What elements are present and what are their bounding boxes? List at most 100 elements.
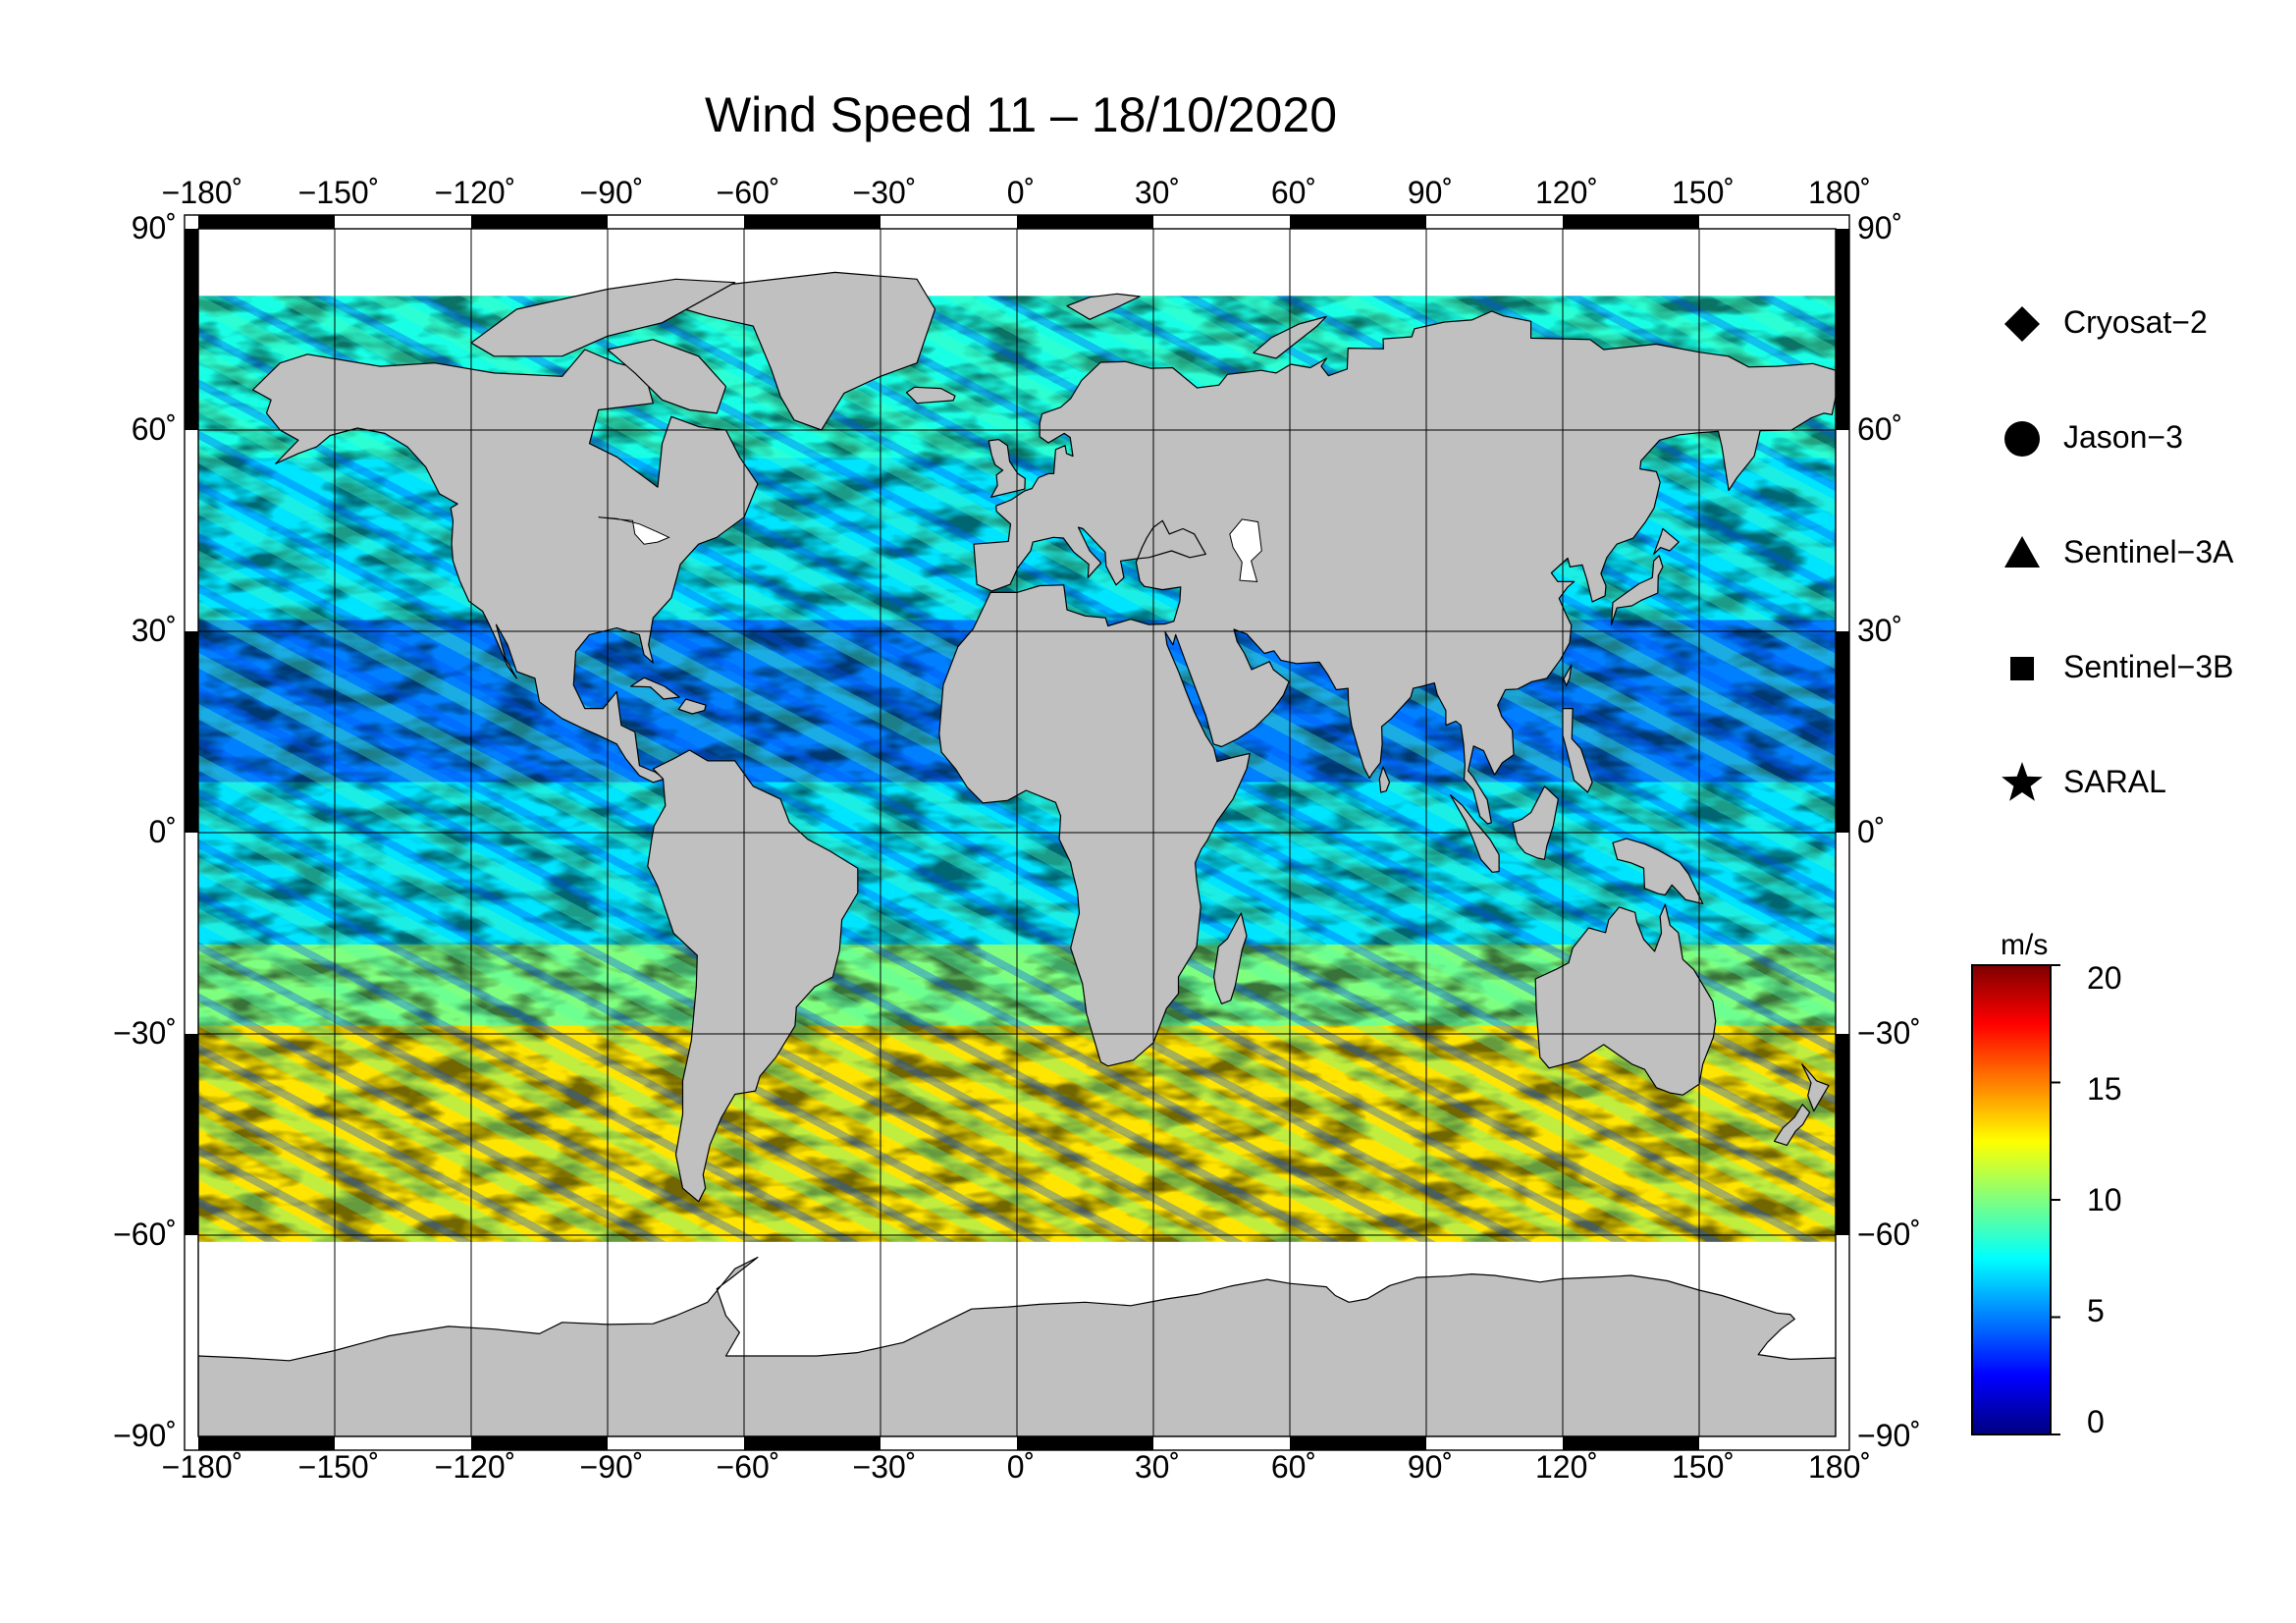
- land-taiwan: [1563, 664, 1573, 686]
- legend-item-jason: Jason−3: [1993, 409, 2287, 468]
- frame-segment: [744, 215, 881, 229]
- lat-tick-label: 60˚: [1857, 411, 1902, 447]
- frame-segment: [471, 1436, 608, 1450]
- frame-segment: [1836, 229, 1849, 430]
- legend-item-cryosat: Cryosat−2: [1993, 295, 2287, 353]
- land-cuba: [629, 676, 680, 700]
- lon-tick-label: 60˚: [1271, 175, 1316, 210]
- lon-tick-label: −90˚: [580, 175, 644, 210]
- star-icon: [2002, 762, 2043, 801]
- frame-segment: [185, 229, 198, 430]
- lat-tick-label: −60˚: [113, 1217, 177, 1252]
- land-madagascar: [1212, 912, 1248, 1004]
- frame-segment: [471, 215, 608, 229]
- legend-label: Jason−3: [2063, 419, 2183, 455]
- frame-segment: [1836, 631, 1849, 833]
- lon-tick-label: −180˚: [162, 175, 243, 210]
- lat-tick-label: −30˚: [113, 1015, 177, 1051]
- frame-segment: [185, 631, 198, 833]
- lat-tick-label: 60˚: [132, 411, 177, 447]
- map-title: Wind Speed 11 – 18/10/2020: [704, 87, 1338, 142]
- land-new-zealand-n: [1801, 1063, 1830, 1112]
- land-south-america: [647, 749, 859, 1203]
- graticule: [198, 229, 1836, 1436]
- colorbar-tick: 15: [2087, 1071, 2122, 1107]
- lon-tick-label: 180˚: [1808, 175, 1871, 210]
- land-baffin-island: [607, 339, 727, 414]
- caspian-sea: [1229, 518, 1262, 582]
- lat-tick-label: −90˚: [113, 1418, 177, 1453]
- land-new-guinea: [1612, 838, 1704, 905]
- frame-segment: [198, 215, 335, 229]
- lon-tick-label: 90˚: [1408, 175, 1453, 210]
- lon-tick-label: −180˚: [162, 1449, 243, 1485]
- lon-tick-label: −150˚: [298, 1449, 380, 1485]
- lon-tick-label: 150˚: [1672, 1449, 1735, 1485]
- lon-tick-label: 0˚: [1007, 175, 1035, 210]
- lon-tick-label: 120˚: [1535, 1449, 1598, 1485]
- lon-tick-label: −120˚: [435, 1449, 516, 1485]
- frame-segment: [1563, 215, 1699, 229]
- colorbar-gradient: [1971, 964, 2052, 1435]
- land-japan: [1610, 555, 1664, 625]
- land-new-zealand-s: [1773, 1104, 1811, 1147]
- lon-tick-label: −30˚: [853, 1449, 917, 1485]
- frame-segment: [1563, 1436, 1699, 1450]
- circle-icon: [2004, 421, 2040, 457]
- lat-tick-label: −30˚: [1857, 1015, 1921, 1051]
- legend-label: Sentinel−3B: [2063, 649, 2234, 684]
- colorbar-tick: 0: [2087, 1404, 2105, 1439]
- land-svalbard: [1066, 293, 1141, 320]
- lat-tick-label: 30˚: [132, 613, 177, 648]
- lon-tick-label: 120˚: [1535, 175, 1598, 210]
- land-greenland: [684, 271, 936, 431]
- lon-tick-label: −30˚: [853, 175, 917, 210]
- legend-label: Cryosat−2: [2063, 304, 2208, 340]
- lon-tick-label: 0˚: [1007, 1449, 1035, 1485]
- land-sumatra: [1449, 794, 1500, 873]
- land-canadian-archipelago: [470, 278, 736, 357]
- lon-tick-label: 60˚: [1271, 1449, 1316, 1485]
- lon-tick-label: −120˚: [435, 175, 516, 210]
- colorbar-tick: 10: [2087, 1182, 2122, 1217]
- colorbar: [1971, 964, 2060, 1435]
- lat-tick-label: 90˚: [132, 210, 177, 245]
- lat-tick-label: 90˚: [1857, 210, 1902, 245]
- triangle-icon: [2004, 536, 2040, 568]
- frame-segment: [744, 1436, 881, 1450]
- legend-item-sentinel-3b: Sentinel−3B: [1993, 639, 2287, 698]
- legend-label: SARAL: [2063, 764, 2166, 799]
- colorbar-tick: 5: [2087, 1293, 2105, 1328]
- land-australia: [1534, 903, 1717, 1096]
- diamond-icon: [2004, 306, 2040, 342]
- frame-segment: [198, 1436, 335, 1450]
- legend-item-sentinel-3a: Sentinel−3A: [1993, 524, 2287, 583]
- lon-tick-label: 30˚: [1135, 1449, 1180, 1485]
- frame-segment: [1290, 215, 1426, 229]
- frame-segment: [1836, 1034, 1849, 1235]
- lon-tick-label: −90˚: [580, 1449, 644, 1485]
- lon-tick-label: −60˚: [717, 1449, 780, 1485]
- lat-tick-label: −90˚: [1857, 1418, 1921, 1453]
- great-lakes: [598, 516, 670, 545]
- lat-tick-label: 0˚: [1857, 814, 1885, 849]
- land-iceland: [905, 386, 956, 405]
- lon-tick-label: 150˚: [1672, 175, 1735, 210]
- frame-segment: [185, 1034, 198, 1235]
- lon-tick-label: −150˚: [298, 175, 380, 210]
- land-north-america: [252, 349, 759, 784]
- frame-segment: [1017, 1436, 1153, 1450]
- legend-label: Sentinel−3A: [2063, 534, 2234, 569]
- lat-tick-label: 0˚: [149, 814, 177, 849]
- land-philippines: [1562, 707, 1593, 793]
- land-hispaniola: [677, 698, 707, 715]
- lon-tick-label: −60˚: [717, 175, 780, 210]
- map-frame: [184, 214, 1850, 1451]
- square-icon: [2010, 657, 2034, 680]
- frame-segment: [1017, 215, 1153, 229]
- legend-item-saral: SARAL: [1993, 754, 2287, 813]
- lon-tick-label: 180˚: [1808, 1449, 1871, 1485]
- axis-tick-labels: −180˚ −180˚ −150˚ −150˚ −120˚ −120˚ −90˚ −90˚ −6…: [113, 175, 1921, 1485]
- frame-segment: [1290, 1436, 1426, 1450]
